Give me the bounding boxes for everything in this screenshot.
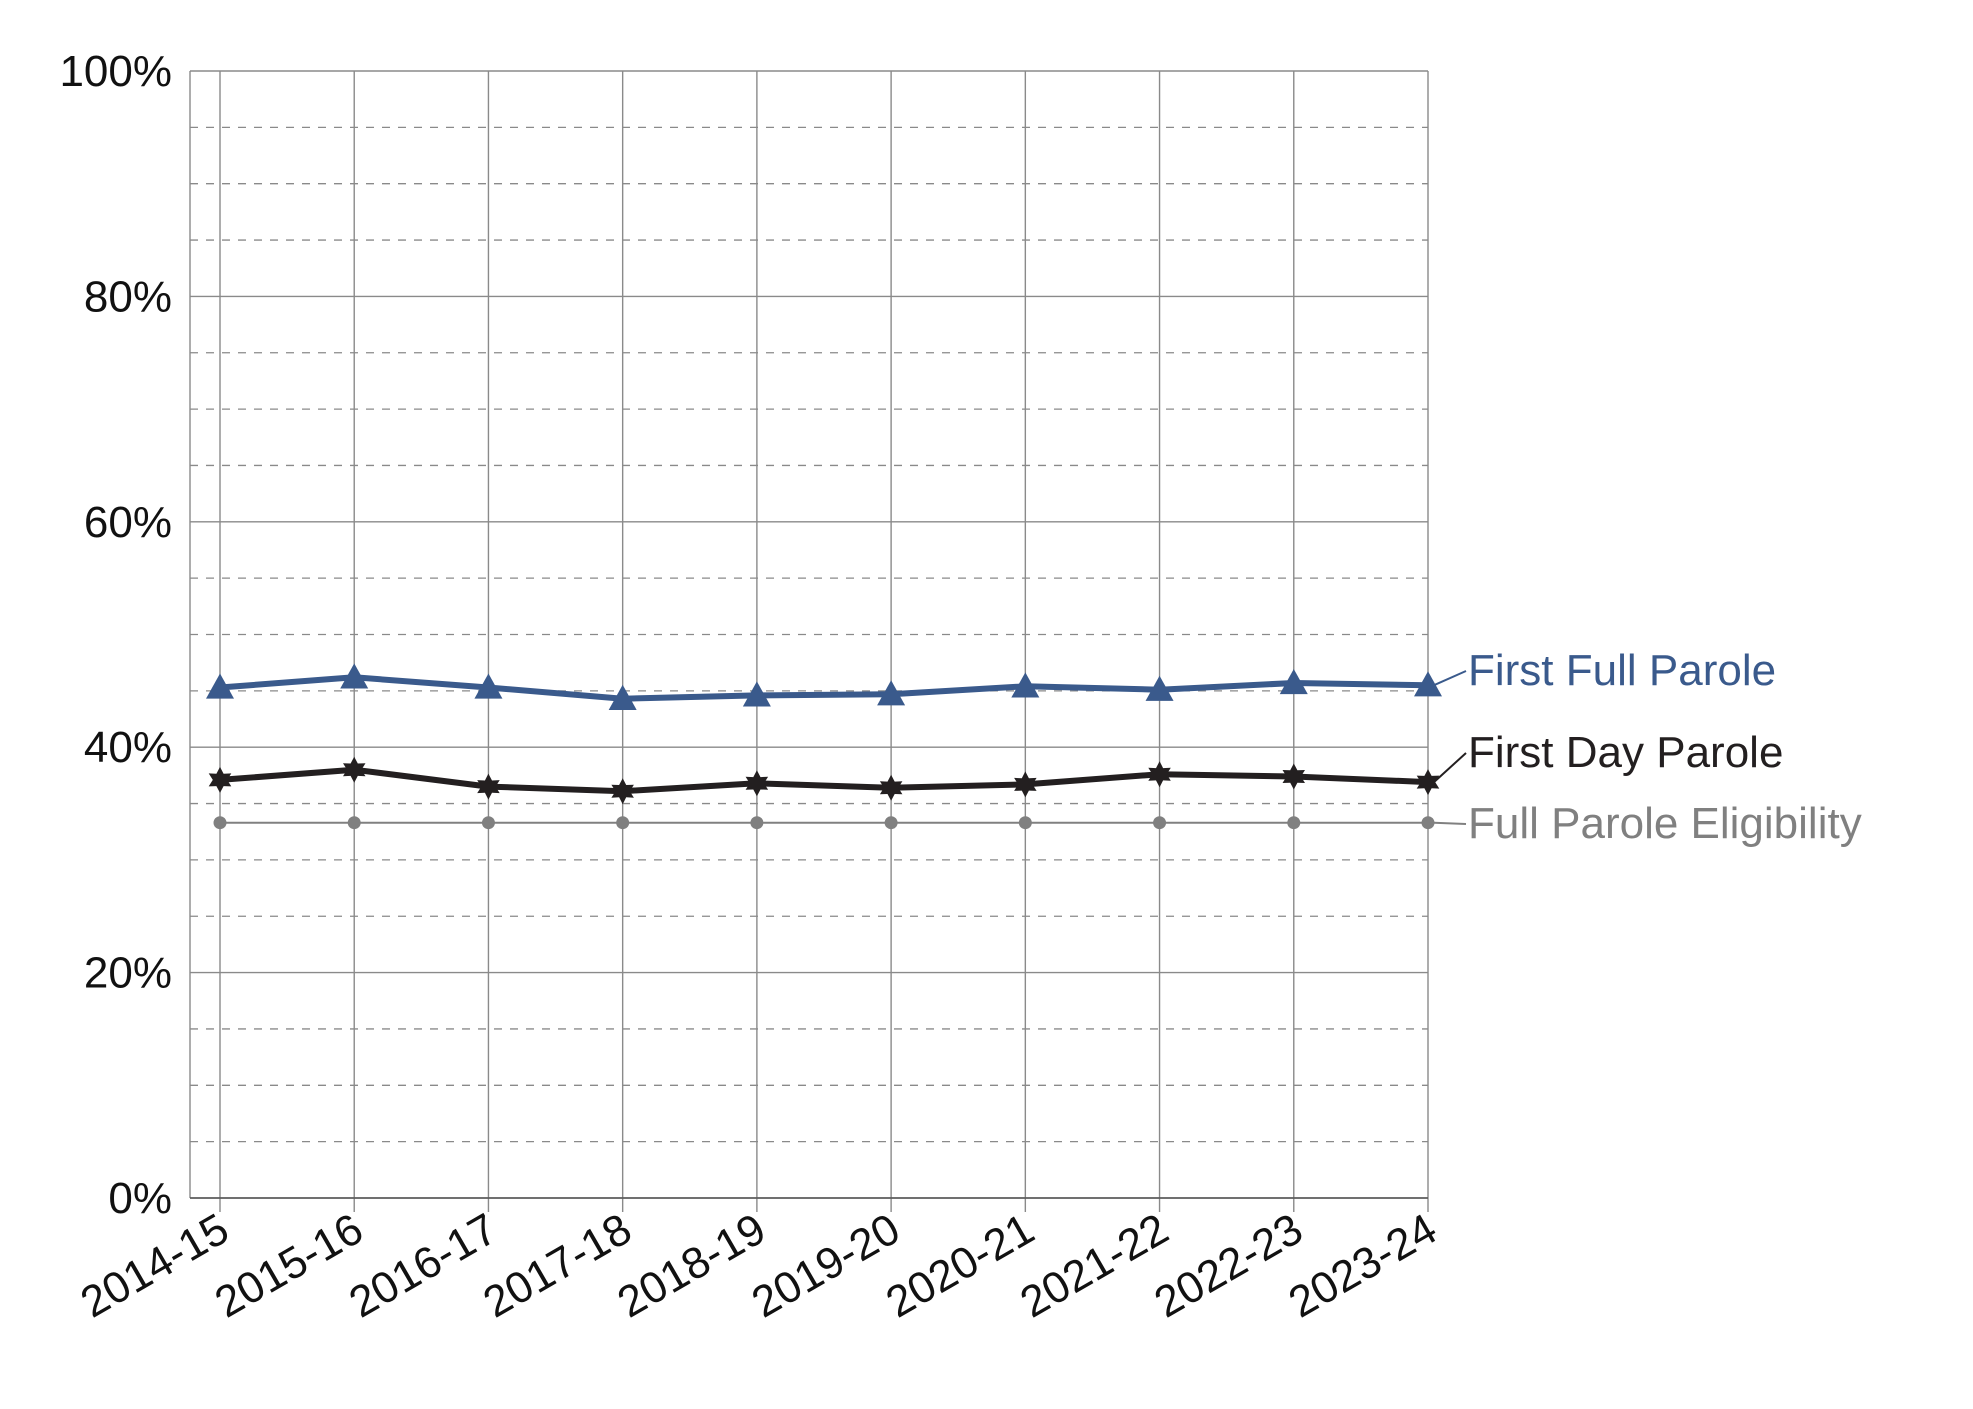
data-point [745,770,769,797]
x-tick-label: 2015-16 [207,1204,371,1327]
data-point [1414,671,1442,697]
x-tick-label: 2020-21 [878,1204,1042,1327]
y-tick-label: 60% [84,498,172,547]
data-point [616,816,630,830]
series-label: First Day Parole [1468,728,1783,777]
series-label-leader [1433,752,1467,783]
data-point [1282,763,1305,790]
data-point [1148,761,1171,788]
data-point [1011,672,1040,698]
series-line [219,674,1429,702]
data-point [208,766,232,793]
y-tick-label: 40% [84,723,172,772]
data-point [1153,816,1167,830]
data-point [1416,769,1440,796]
data-point [481,816,495,830]
data-point [877,680,906,706]
x-tick-label: 2023-24 [1281,1204,1445,1327]
data-point [1421,816,1435,830]
data-point [611,778,634,805]
series-line [219,766,1429,795]
series-label: Full Parole Eligibility [1468,799,1862,848]
data-point [343,756,366,783]
x-tick-label: 2022-23 [1146,1204,1310,1327]
data-point [1287,816,1301,830]
y-tick-label: 0% [108,1174,172,1223]
data-point [879,774,903,801]
x-tick-label: 2019-20 [744,1204,908,1327]
x-tick-label: 2017-18 [475,1204,639,1327]
y-tick-label: 20% [84,949,172,998]
series-label-leader [1433,670,1467,687]
data-point [608,684,637,710]
series-label: First Full Parole [1468,646,1776,695]
data-point [1279,668,1308,695]
data-point [340,663,369,689]
x-axis-ticks: 2014-152015-162016-172017-182018-192019-… [73,1204,1445,1327]
data-point [742,681,771,707]
data-point [1145,675,1174,701]
data-point [213,816,227,830]
x-tick-label: 2018-19 [610,1204,774,1327]
y-tick-label: 80% [84,272,172,321]
data-point [750,816,764,830]
data-point [1014,771,1037,798]
series-label-leader [1433,821,1467,825]
data-point [206,673,234,699]
data-point [1018,816,1032,830]
series-lines [219,674,1429,824]
data-point [474,673,503,699]
data-point [884,816,898,830]
data-point [477,773,500,800]
grid-lines [189,70,1429,1212]
y-tick-label: 100% [59,47,172,96]
data-point [347,816,361,830]
series-markers [206,663,1442,830]
series-labels: First Full Parole First Day Parole Full Pa… [1433,646,1862,848]
x-tick-label: 2021-22 [1012,1204,1176,1327]
y-axis-ticks: 0% 20% 40% 60% 80% 100% [59,47,172,1223]
x-tick-label: 2016-17 [341,1204,505,1327]
